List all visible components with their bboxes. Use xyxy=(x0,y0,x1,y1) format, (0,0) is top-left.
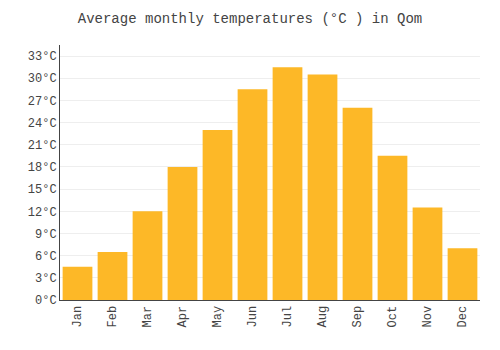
svg-text:Mar: Mar xyxy=(141,306,155,328)
svg-text:Jan: Jan xyxy=(71,306,85,328)
svg-text:0°C: 0°C xyxy=(35,294,57,308)
svg-text:33°C: 33°C xyxy=(28,50,57,64)
svg-text:21°C: 21°C xyxy=(28,139,57,153)
svg-text:9°C: 9°C xyxy=(35,228,57,242)
svg-text:6°C: 6°C xyxy=(35,250,57,264)
svg-text:Dec: Dec xyxy=(456,306,470,328)
svg-text:27°C: 27°C xyxy=(28,95,57,109)
svg-text:12°C: 12°C xyxy=(28,206,57,220)
svg-text:Oct: Oct xyxy=(386,306,400,328)
svg-text:Aug: Aug xyxy=(316,306,330,328)
svg-text:Feb: Feb xyxy=(106,306,120,328)
svg-text:May: May xyxy=(211,306,225,328)
svg-text:30°C: 30°C xyxy=(28,72,57,86)
svg-text:18°C: 18°C xyxy=(28,161,57,175)
svg-text:Nov: Nov xyxy=(421,306,435,328)
svg-text:3°C: 3°C xyxy=(35,272,57,286)
svg-text:Jun: Jun xyxy=(246,306,260,328)
svg-text:Average monthly temperatures (: Average monthly temperatures (°C ) in Qo… xyxy=(78,11,422,27)
svg-text:Apr: Apr xyxy=(176,306,190,328)
svg-text:Jul: Jul xyxy=(281,306,295,328)
svg-text:15°C: 15°C xyxy=(28,183,57,197)
svg-text:24°C: 24°C xyxy=(28,117,57,131)
svg-text:Sep: Sep xyxy=(351,306,365,328)
